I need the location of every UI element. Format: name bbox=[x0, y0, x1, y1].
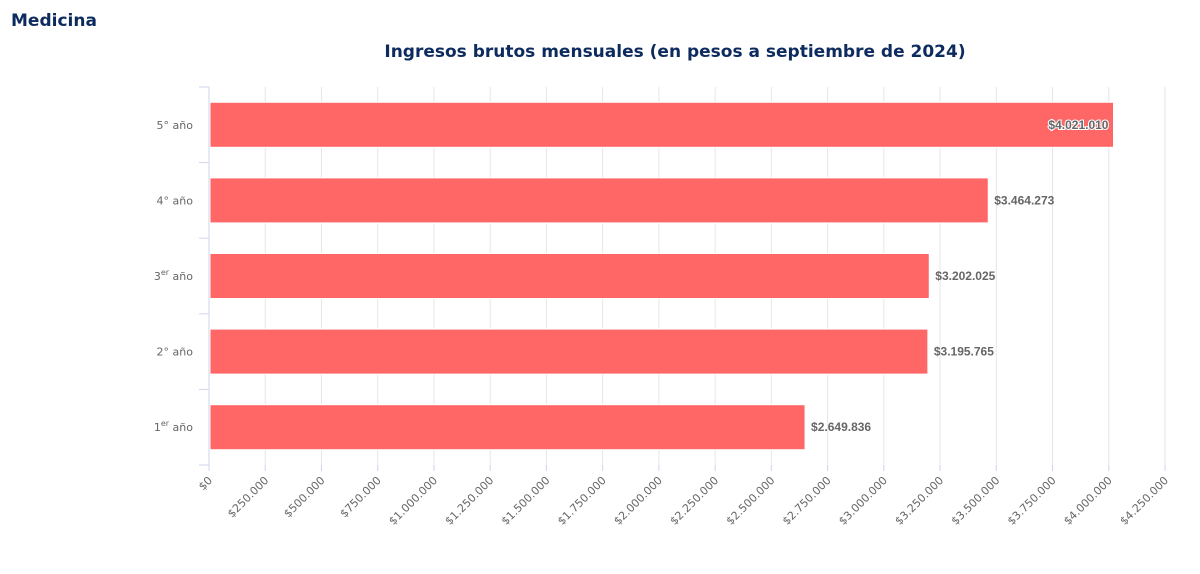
category-label: 4° año bbox=[157, 194, 194, 207]
section-title: Medicina bbox=[11, 11, 97, 31]
x-tick-label: $2.750.000 bbox=[780, 474, 834, 528]
x-tick-label: $0 bbox=[196, 474, 215, 493]
bar[interactable] bbox=[209, 404, 806, 451]
category-label: 5° año bbox=[157, 119, 194, 132]
x-tick-label: $4.250.000 bbox=[1117, 474, 1171, 528]
category-label: 3er año bbox=[154, 268, 193, 283]
data-label: $3.464.273 bbox=[994, 193, 1054, 207]
x-tick-label: $1.250.000 bbox=[443, 474, 497, 528]
data-label: $3.202.025 bbox=[935, 269, 995, 283]
bars bbox=[209, 101, 1114, 451]
bar[interactable] bbox=[209, 177, 989, 224]
x-tick-label: $3.500.000 bbox=[949, 474, 1003, 528]
axes bbox=[199, 86, 1166, 471]
x-tick-label: $4.000.000 bbox=[1061, 474, 1115, 528]
x-tick-label: $250.000 bbox=[225, 474, 271, 520]
x-tick-label: $500.000 bbox=[281, 474, 327, 520]
data-label: $2.649.836 bbox=[811, 420, 871, 434]
x-tick-label: $3.750.000 bbox=[1005, 474, 1059, 528]
x-tick-label: $3.250.000 bbox=[892, 474, 946, 528]
bar[interactable] bbox=[209, 101, 1114, 148]
data-label: $3.195.765 bbox=[934, 345, 994, 359]
x-tick-label: $1.000.000 bbox=[386, 474, 440, 528]
x-tick-label: $2.500.000 bbox=[724, 474, 778, 528]
category-label: 2° año bbox=[157, 346, 194, 359]
data-label: $4.021.010 bbox=[1048, 118, 1108, 132]
x-tick-label: $1.750.000 bbox=[555, 474, 609, 528]
x-tick-label: $1.500.000 bbox=[499, 474, 553, 528]
x-tick-label: $750.000 bbox=[338, 474, 384, 520]
x-tick-label: $2.250.000 bbox=[668, 474, 722, 528]
x-tick-label: $2.000.000 bbox=[611, 474, 665, 528]
chart-title: Ingresos brutos mensuales (en pesos a se… bbox=[384, 42, 966, 62]
bar[interactable] bbox=[209, 328, 929, 375]
x-tick-label: $3.000.000 bbox=[836, 474, 890, 528]
bar[interactable] bbox=[209, 253, 930, 299]
category-label: 1er año bbox=[154, 419, 193, 434]
